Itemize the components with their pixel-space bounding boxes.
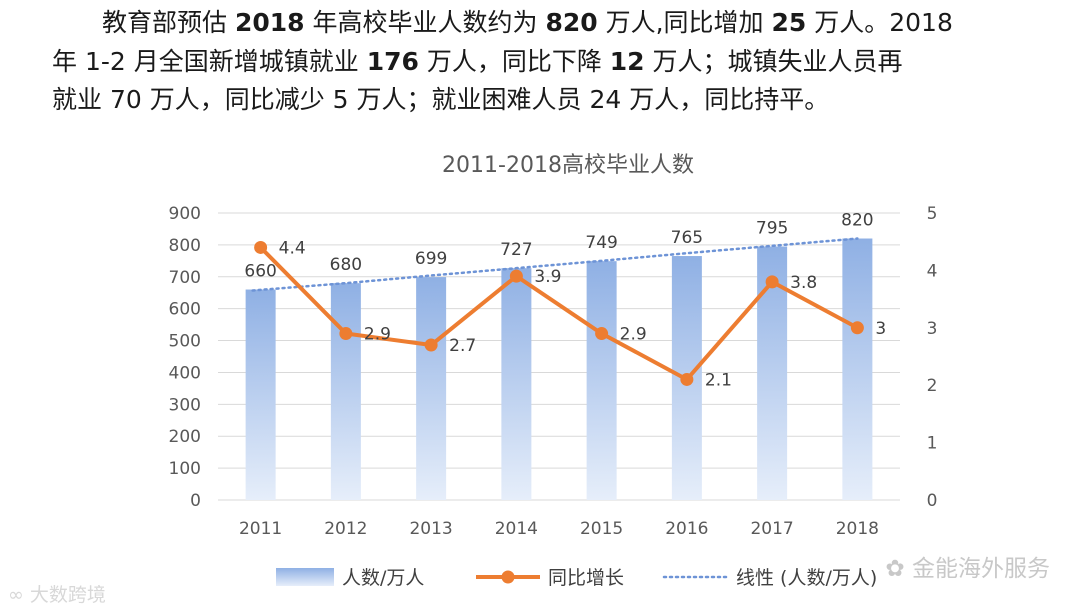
growth-point xyxy=(424,338,438,352)
growth-value-label: 2.7 xyxy=(449,336,476,356)
growth-point xyxy=(765,275,779,289)
paragraph-run: 万人；城镇失业人员再 xyxy=(644,46,903,76)
y-right-tick-label: 0 xyxy=(927,491,938,511)
paragraph-run: 万人。2018 xyxy=(806,8,953,37)
paragraph-bold-run: 2018 xyxy=(234,8,305,37)
bar xyxy=(330,283,361,500)
growth-value-label: 2.1 xyxy=(705,370,732,390)
bar-value-label: 795 xyxy=(756,218,788,238)
growth-value-label: 2.9 xyxy=(364,325,391,345)
bar-value-label: 660 xyxy=(244,262,276,282)
paragraph-run: 年 1-2 月全国新增城镇就业 xyxy=(52,46,367,76)
bar-value-label: 699 xyxy=(415,249,447,269)
paragraph-line-3: 就业 70 万人，同比减少 5 万人；就业困难人员 24 万人，同比持平。 xyxy=(52,81,1062,120)
legend-line-marker xyxy=(501,570,515,584)
bar-value-label: 765 xyxy=(671,228,703,248)
wechat-icon: ✿ xyxy=(885,556,905,582)
x-tick-label: 2018 xyxy=(836,519,879,539)
growth-line xyxy=(259,246,859,382)
bar-value-labels: 660 680 699 727 749 765 795 820 xyxy=(244,211,873,282)
y-left-tick-label: 900 xyxy=(169,204,201,224)
trendline-series xyxy=(251,237,859,292)
paragraph-bold-run: 12 xyxy=(609,46,645,76)
x-tick-label: 2016 xyxy=(665,519,708,539)
x-tick-label: 2017 xyxy=(750,519,793,539)
y-left-tick-label: 200 xyxy=(169,427,201,447)
growth-value-label: 3.9 xyxy=(534,267,561,287)
bar-series xyxy=(245,238,873,500)
gridlines xyxy=(218,212,900,501)
x-tick-label: 2015 xyxy=(580,519,623,539)
y-right-tick-label: 3 xyxy=(927,319,938,339)
legend-line-label: 同比增长 xyxy=(548,567,624,589)
y-right-tick-label: 4 xyxy=(927,261,938,281)
bar xyxy=(501,268,532,500)
paragraph-run: 就业 70 万人，同比减少 5 万人；就业困难人员 24 万人，同比持平。 xyxy=(52,85,830,114)
y-right-tick-label: 5 xyxy=(927,204,938,224)
watermark-logo-icon: ∞ xyxy=(8,584,24,606)
x-tick-label: 2014 xyxy=(495,519,538,539)
x-tick-label: 2011 xyxy=(239,519,282,539)
y-left-tick-label: 600 xyxy=(169,300,201,320)
paragraph-bold-run: 25 xyxy=(771,8,807,37)
growth-point xyxy=(850,321,864,335)
growth-point xyxy=(339,327,353,341)
bar-value-label: 820 xyxy=(841,211,873,231)
growth-value-label: 4.4 xyxy=(279,238,306,258)
y-axis-right: 0 1 2 3 4 5 xyxy=(927,204,938,511)
legend-bar-label: 人数/万人 xyxy=(342,567,424,589)
y-left-tick-label: 0 xyxy=(190,491,201,511)
paragraph-run: 年高校毕业人数约为 xyxy=(304,8,546,37)
y-left-tick-label: 500 xyxy=(169,332,201,352)
growth-point xyxy=(509,269,523,283)
growth-value-label: 3 xyxy=(875,319,886,339)
watermark-left: ∞ 大数跨境 xyxy=(8,580,106,607)
growth-value-labels: 4.4 2.9 2.7 3.9 2.9 2.1 3.8 3 xyxy=(279,238,887,390)
intro-paragraph: 教育部预估 2018 年高校毕业人数约为 820 万人,同比增加 25 万人。2… xyxy=(52,4,1062,120)
watermark-right: ✿ 金能海外服务 xyxy=(885,549,1050,583)
growth-line-series xyxy=(254,240,864,386)
growth-point xyxy=(254,240,268,254)
bar xyxy=(586,261,617,500)
legend-trend-label: 线性 (人数/万人) xyxy=(736,567,877,589)
growth-value-label: 3.8 xyxy=(790,273,817,293)
paragraph-line-1: 教育部预估 2018 年高校毕业人数约为 820 万人,同比增加 25 万人。2… xyxy=(52,4,1062,43)
paragraph-bold-run: 176 xyxy=(366,46,419,76)
y-right-tick-label: 2 xyxy=(927,376,938,396)
y-left-tick-label: 400 xyxy=(169,363,201,383)
paragraph-line-2: 年 1-2 月全国新增城镇就业 176 万人，同比下降 12 万人；城镇失业人员… xyxy=(52,43,1062,82)
legend-bar-swatch xyxy=(276,568,334,586)
y-left-tick-label: 700 xyxy=(169,268,201,288)
paragraph-run: 万人，同比下降 xyxy=(418,46,610,76)
y-left-tick-label: 800 xyxy=(169,236,201,256)
y-left-tick-label: 300 xyxy=(169,395,201,415)
watermark-left-text: 大数跨境 xyxy=(29,584,106,606)
y-left-tick-label: 100 xyxy=(169,459,201,479)
growth-point xyxy=(595,327,609,341)
paragraph-run: 教育部预估 xyxy=(102,8,235,37)
watermark-right-text: 金能海外服务 xyxy=(912,556,1050,582)
bar-value-label: 749 xyxy=(585,233,617,253)
x-axis: 2011 2012 2013 2014 2015 2016 2017 2018 xyxy=(239,519,879,539)
bar xyxy=(842,238,873,500)
paragraph-bold-run: 820 xyxy=(545,8,598,37)
chart-title: 2011-2018高校毕业人数 xyxy=(442,153,694,178)
bar-value-label: 680 xyxy=(330,255,362,275)
y-axis-left: 0 100 200 300 400 500 600 700 800 900 xyxy=(169,204,201,511)
growth-value-label: 2.9 xyxy=(620,325,647,345)
legend: 人数/万人 同比增长 线性 (人数/万人) xyxy=(276,567,877,589)
y-right-tick-label: 1 xyxy=(927,434,938,454)
trendline xyxy=(251,237,859,292)
x-tick-label: 2013 xyxy=(409,519,452,539)
x-tick-label: 2012 xyxy=(324,519,367,539)
bar xyxy=(416,277,447,500)
bar xyxy=(245,289,276,500)
growth-point xyxy=(680,372,694,386)
bar-value-label: 727 xyxy=(500,240,532,260)
paragraph-run: 万人,同比增加 xyxy=(597,8,772,37)
